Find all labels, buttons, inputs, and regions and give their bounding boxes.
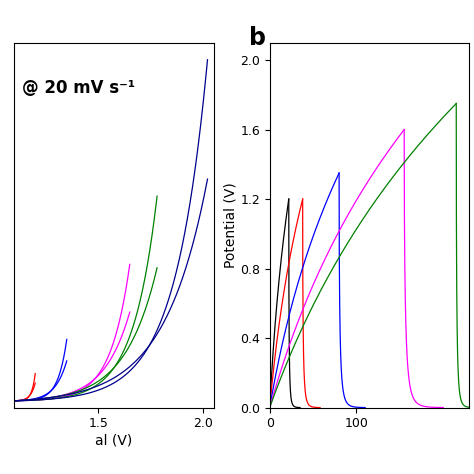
Text: @ 20 mV s⁻¹: @ 20 mV s⁻¹ [22,79,136,97]
Text: b: b [249,26,266,50]
Y-axis label: Potential (V): Potential (V) [223,182,237,268]
X-axis label: al (V): al (V) [95,433,133,447]
